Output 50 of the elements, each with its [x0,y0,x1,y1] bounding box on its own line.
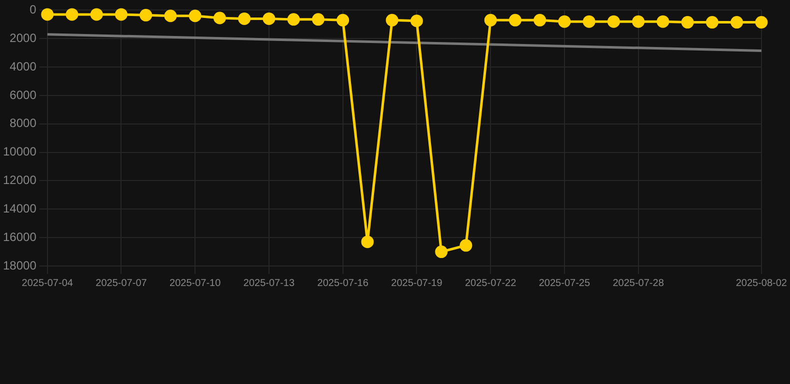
point [287,13,300,26]
point [435,246,448,258]
y-tick-label: 6000 [10,88,37,102]
x-tick-label: 2025-07-28 [612,278,664,289]
point [66,8,78,21]
point [558,15,571,28]
point [632,15,645,28]
point [755,16,768,29]
point [90,8,103,21]
x-tick-label: 2025-07-10 [170,278,222,289]
x-tick-label: 2025-07-13 [243,278,295,289]
y-tick-label: 14000 [2,201,37,216]
y-tick-label: 0 [30,2,37,17]
y-tick-label: 10000 [2,144,37,159]
x-tick-label: 2025-07-07 [96,278,148,289]
point [386,14,398,26]
point [460,239,472,252]
point [582,15,596,28]
x-tick-label: 2025-07-25 [538,278,590,289]
point [164,10,177,22]
point [361,236,374,248]
point [41,8,54,21]
y-tick-label: 4000 [10,59,37,74]
y-tick-label: 18000 [2,258,37,272]
point [188,10,202,22]
x-tick-label: 2025-07-16 [317,278,369,289]
point [656,15,670,28]
point [262,12,276,25]
y-tick-label: 8000 [10,116,37,130]
point [410,14,423,28]
point [730,16,744,29]
point [508,14,522,26]
point [706,16,718,29]
y-tick-label: 2000 [10,30,37,45]
point [681,16,694,29]
point [607,15,620,28]
x-tick-label: 2025-07-19 [391,278,443,289]
y-tick-label: 12000 [2,173,37,188]
point [534,14,546,26]
x-tick-label: 2025-07-04 [22,278,74,289]
point [238,12,251,25]
y-tick-label: 16000 [2,230,37,244]
point [336,14,350,26]
x-tick-label: 2025-07-22 [464,278,517,289]
point [140,8,152,22]
point [312,13,324,26]
point [484,14,497,26]
point [213,12,226,24]
x-tick-label: 2025-08-02 [736,278,788,289]
point [114,8,128,21]
